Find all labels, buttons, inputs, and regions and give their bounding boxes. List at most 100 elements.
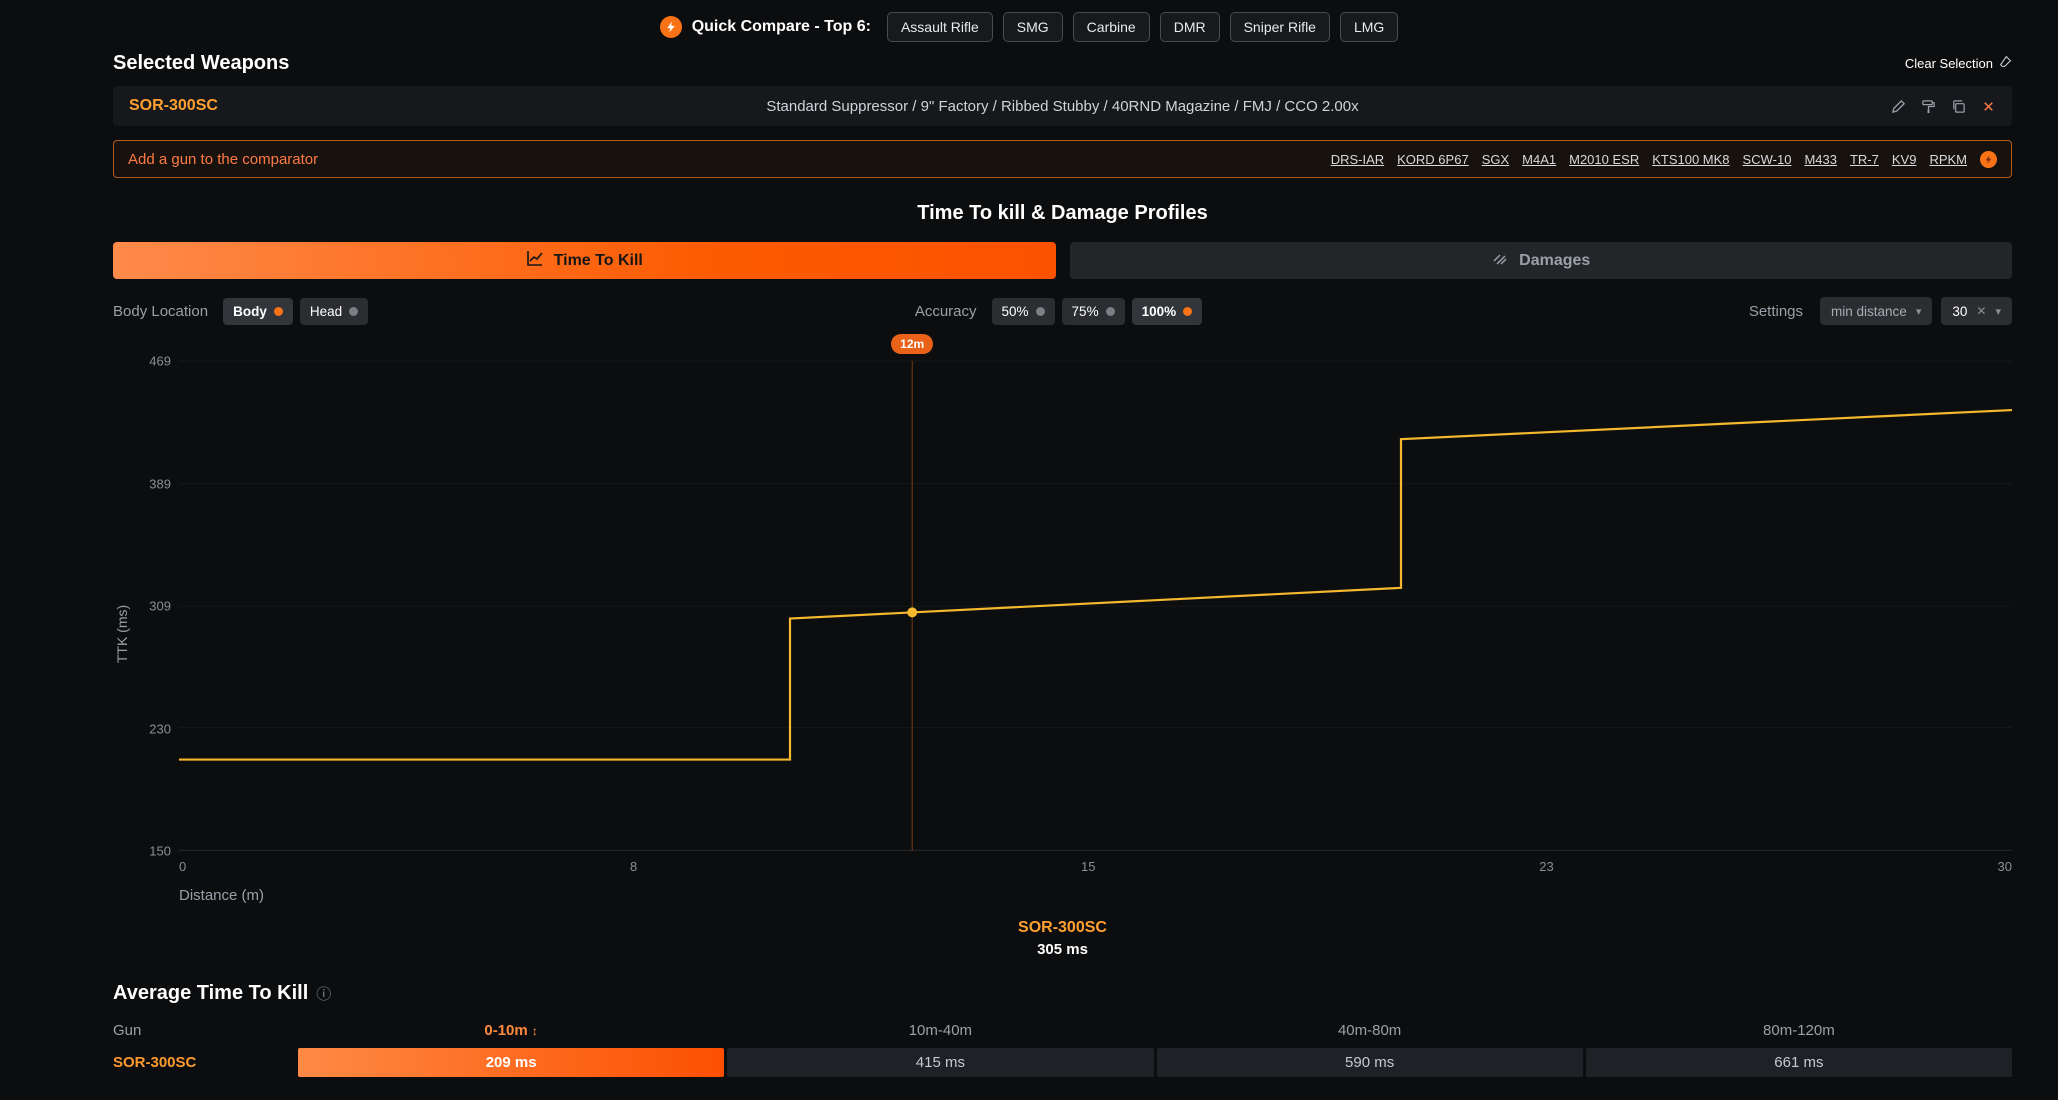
column-header-0-10m[interactable]: 0-10m ↕ xyxy=(298,1022,724,1039)
quick-link[interactable]: SCW-10 xyxy=(1742,151,1792,167)
tab-time-to-kill[interactable]: Time To Kill xyxy=(113,242,1056,279)
quick-link[interactable]: SGX xyxy=(1481,151,1510,167)
body-toggle[interactable]: Body xyxy=(223,297,293,325)
clear-value-icon[interactable]: ✕ xyxy=(1976,304,1987,318)
distance-value-select[interactable]: 30 ✕ ▾ xyxy=(1941,297,2012,325)
y-tick: 150 xyxy=(149,843,171,859)
category-dmr-button[interactable]: DMR xyxy=(1159,12,1220,42)
chart-tabs: Time To Kill Damages xyxy=(113,242,2012,279)
copy-icon[interactable] xyxy=(1951,99,1966,114)
head-toggle[interactable]: Head xyxy=(299,297,369,325)
bolt-icon xyxy=(659,16,682,38)
column-header-80-120m[interactable]: 80m-120m xyxy=(1763,1021,1835,1039)
tooltip-weapon-name: SOR-300SC xyxy=(1018,919,1107,936)
accuracy-label: Accuracy xyxy=(914,302,977,320)
active-dot-icon xyxy=(273,306,283,316)
weapon-loadout-text: Standard Suppressor / 9" Factory / Ribbe… xyxy=(766,97,1359,115)
accuracy-100-label: 100% xyxy=(1141,303,1177,319)
quick-link[interactable]: KTS100 MK8 xyxy=(1652,151,1730,167)
inactive-dot-icon xyxy=(1105,306,1115,316)
remove-weapon-icon[interactable] xyxy=(1981,99,1996,114)
distance-marker-badge: 12m xyxy=(891,334,934,354)
sort-icon: ↕ xyxy=(531,1023,538,1038)
category-carbine-button[interactable]: Carbine xyxy=(1072,12,1150,42)
ttk-chart: TTK (ms) 469 389 309 230 150 12m 0 xyxy=(113,334,2013,907)
quick-compare-label: Quick Compare - Top 6: xyxy=(691,18,871,35)
ttk-chart-plot[interactable]: 12m xyxy=(179,334,2013,851)
accuracy-group: Accuracy 50% 75% 100% xyxy=(914,297,1203,325)
selected-weapons-header: Selected Weapons Clear Selection xyxy=(113,50,2012,76)
category-lmg-button[interactable]: LMG xyxy=(1339,12,1399,42)
x-axis-ticks: 0 8 15 23 30 xyxy=(179,859,2012,877)
accuracy-75-label: 75% xyxy=(1071,303,1099,319)
accuracy-50-label: 50% xyxy=(1001,303,1029,319)
profiles-title: Time To kill & Damage Profiles xyxy=(917,202,1208,224)
category-smg-button[interactable]: SMG xyxy=(1002,12,1063,42)
x-tick: 15 xyxy=(1081,859,1096,874)
chart-tooltip: SOR-300SC 305 ms xyxy=(113,919,2012,958)
selected-weapon-row: Standard Suppressor / 9" Factory / Ribbe… xyxy=(113,86,2012,126)
info-icon[interactable]: ⓘ xyxy=(316,985,332,1003)
chart-controls: Body Location Body Head Accuracy 50% 75%… xyxy=(113,297,2012,325)
active-dot-icon xyxy=(1183,306,1193,316)
quick-link[interactable]: DRS-IAR xyxy=(1330,151,1385,167)
settings-group: Settings min distance ▾ 30 ✕ ▾ xyxy=(1749,297,2012,325)
x-tick: 23 xyxy=(1539,859,1554,874)
damage-slashes-icon xyxy=(1491,249,1509,272)
inactive-dot-icon xyxy=(349,306,359,316)
category-sniper-rifle-button[interactable]: Sniper Rifle xyxy=(1229,12,1330,42)
chart-line-icon xyxy=(526,249,544,272)
gun-column-header: Gun xyxy=(113,1021,142,1039)
quick-link[interactable]: M433 xyxy=(1804,151,1837,167)
tab-damages[interactable]: Damages xyxy=(1069,242,2012,279)
weapon-actions xyxy=(1891,99,1996,114)
chart-main: 469 389 309 230 150 12m 0 8 15 23 30 xyxy=(131,334,2013,907)
category-assault-rifle-button[interactable]: Assault Rifle xyxy=(886,12,993,42)
quick-link[interactable]: RPKM xyxy=(1929,151,1967,167)
tab-ttk-label: Time To Kill xyxy=(553,251,643,269)
quick-link[interactable]: KV9 xyxy=(1891,151,1917,167)
quick-links: DRS-IAR KORD 6P67 SGX M4A1 M2010 ESR KTS… xyxy=(1330,150,1997,168)
paint-icon[interactable] xyxy=(1921,99,1936,114)
average-ttk-header-row: Gun 0-10m ↕ 10m-40m 40m-80m 80m-120m xyxy=(113,1020,2012,1040)
column-header-40-80m[interactable]: 40m-80m xyxy=(1337,1021,1402,1039)
tooltip-ttk-value: 305 ms xyxy=(1037,941,1088,958)
row-gun-name[interactable]: SOR-300SC xyxy=(113,1054,197,1071)
y-axis-ticks: 469 389 309 230 150 xyxy=(131,354,171,859)
chevron-down-icon: ▾ xyxy=(1995,305,2001,318)
edit-icon[interactable] xyxy=(1891,99,1906,114)
average-ttk-section: Average Time To Kill ⓘ Gun 0-10m ↕ 10m-4… xyxy=(113,980,2012,1077)
distance-value: 30 xyxy=(1952,303,1968,319)
accuracy-50-toggle[interactable]: 50% xyxy=(991,297,1055,325)
distance-mode-select[interactable]: min distance ▾ xyxy=(1820,297,1933,325)
add-gun-row[interactable]: Add a gun to the comparator DRS-IAR KORD… xyxy=(113,140,2012,178)
quick-compare-bar: Quick Compare - Top 6: Assault Rifle SMG… xyxy=(0,0,2058,44)
inactive-dot-icon xyxy=(1035,306,1045,316)
random-gun-icon[interactable] xyxy=(1980,150,1997,168)
chevron-down-icon: ▾ xyxy=(1915,305,1922,318)
column-header-10-40m[interactable]: 10m-40m xyxy=(908,1021,973,1039)
clear-selection-label: Clear Selection xyxy=(1904,55,1993,71)
body-toggle-label: Body xyxy=(233,303,267,319)
avg-ttk-cell-10-40m: 415 ms xyxy=(727,1048,1154,1077)
marker-label: 12m xyxy=(900,337,925,351)
avg-ttk-cell-80-120m: 661 ms xyxy=(1585,1048,2012,1077)
x-tick: 0 xyxy=(179,859,187,874)
table-row: SOR-300SC 209 ms 415 ms 590 ms 661 ms xyxy=(113,1048,2012,1077)
quick-link[interactable]: KORD 6P67 xyxy=(1397,151,1469,167)
x-axis-title: Distance (m) xyxy=(179,887,265,904)
accuracy-100-toggle[interactable]: 100% xyxy=(1131,297,1203,325)
y-tick: 389 xyxy=(149,476,171,491)
quick-link[interactable]: M2010 ESR xyxy=(1569,151,1640,167)
y-tick: 230 xyxy=(149,721,171,736)
head-toggle-label: Head xyxy=(309,303,343,319)
y-axis-title: TTK (ms) xyxy=(114,604,130,664)
quick-link[interactable]: TR-7 xyxy=(1849,151,1879,167)
quick-link[interactable]: M4A1 xyxy=(1522,151,1557,167)
column-label: 0-10m xyxy=(484,1021,528,1039)
clear-selection-button[interactable]: Clear Selection xyxy=(1905,55,2012,71)
weapon-name[interactable]: SOR-300SC xyxy=(129,97,218,114)
accuracy-75-toggle[interactable]: 75% xyxy=(1061,297,1125,325)
body-location-label: Body Location xyxy=(113,302,209,320)
y-tick: 309 xyxy=(149,598,171,614)
